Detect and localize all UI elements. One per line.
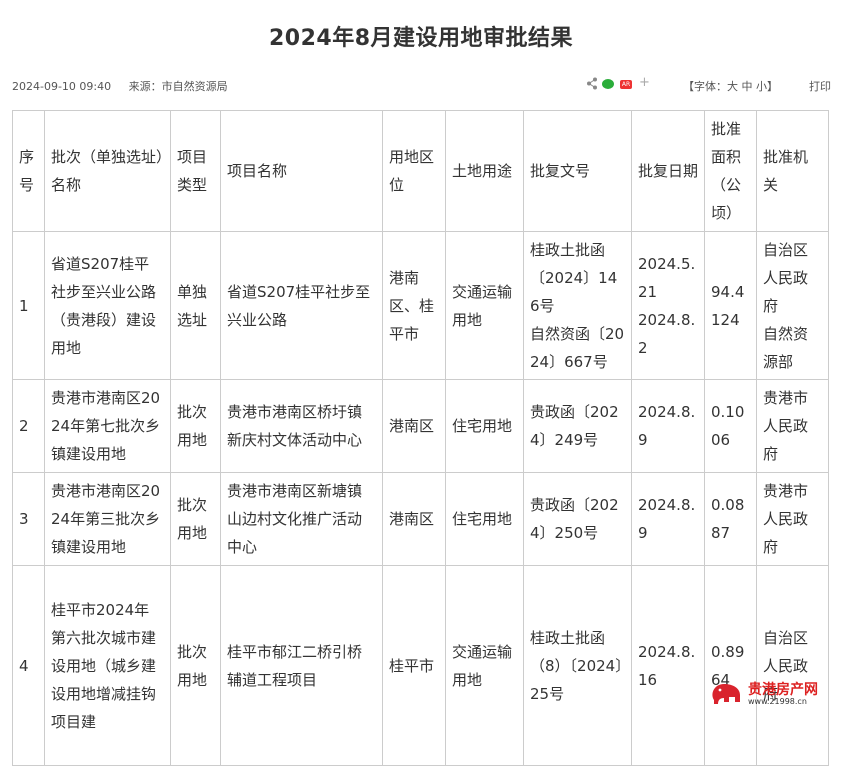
header-cell: 土地用途 [445, 110, 524, 232]
project-type: 批次用地 [170, 565, 221, 766]
elephant-logo-icon [712, 684, 740, 704]
share-icon[interactable] [586, 77, 598, 93]
header-cell: 用地区位 [382, 110, 446, 232]
wechat-share-icon[interactable] [602, 79, 614, 89]
approval-date: 2024.8.9 [631, 472, 705, 566]
header-cell: 批准机关 [756, 110, 829, 232]
batch-name: 桂平市2024年第六批次城市建设用地（城乡建设用地增减挂钩项目建 [44, 565, 171, 766]
land-location: 港南区 [382, 379, 446, 473]
table-row: 3 贵港市港南区2024年第三批次乡镇建设用地 批次用地 贵港市港南区新塘镇山边… [12, 472, 829, 566]
project-name: 贵港市港南区新塘镇山边村文化推广活动中心 [220, 472, 383, 566]
header-cell: 批复文号 [523, 110, 632, 232]
approval-authority: 自治区人民政府 自然资源部 [756, 231, 829, 380]
approved-area: 0.0887 [704, 472, 757, 566]
approval-authority: 贵港市人民政府 [756, 472, 829, 566]
header-cell: 项目类型 [170, 110, 221, 232]
table-row: 4 桂平市2024年第六批次城市建设用地（城乡建设用地增减挂钩项目建 批次用地 … [12, 565, 829, 766]
approved-area: 0.8964 [704, 565, 757, 766]
watermark-brand: 贵港房产网 [748, 682, 818, 698]
project-type: 批次用地 [170, 379, 221, 473]
header-cell: 批复日期 [631, 110, 705, 232]
more-share-icon[interactable]: + [639, 75, 650, 90]
approval-authority: 自治区人民政府 [756, 565, 829, 766]
source-label: 来源：市自然资源局 [128, 80, 228, 93]
land-usage: 住宅用地 [445, 379, 524, 473]
weibo-share-icon[interactable]: AR [620, 80, 632, 89]
approval-authority: 贵港市人民政府 [756, 379, 829, 473]
table-row: 2 贵港市港南区2024年第七批次乡镇建设用地 批次用地 贵港市港南区桥圩镇新庆… [12, 379, 829, 473]
font-size-switch[interactable]: 【字体：大 中 小】 [683, 80, 778, 93]
approval-date: 2024.5.21 2024.8.2 [631, 231, 705, 380]
approval-doc: 贵政函〔2024〕249号 [523, 379, 632, 473]
land-location: 港南区、桂平市 [382, 231, 446, 380]
approval-doc: 贵政函〔2024〕250号 [523, 472, 632, 566]
batch-name: 省道S207桂平社步至兴业公路（贵港段）建设用地 [44, 231, 171, 380]
article-meta: 2024-09-10 09:40 来源：市自然资源局 [12, 78, 242, 94]
land-location: 港南区 [382, 472, 446, 566]
batch-name: 贵港市港南区2024年第七批次乡镇建设用地 [44, 379, 171, 473]
header-cell: 批准面积（公顷） [704, 110, 757, 232]
project-name: 省道S207桂平社步至兴业公路 [220, 231, 383, 380]
row-number: 2 [12, 379, 45, 473]
project-type: 单独选址 [170, 231, 221, 380]
page-title: 2024年8月建设用地审批结果 [268, 26, 574, 51]
header-cell: 批次（单独选址）名称 [44, 110, 171, 232]
approval-doc: 桂政土批函（8）〔2024〕25号 [523, 565, 632, 766]
land-location: 桂平市 [382, 565, 446, 766]
publish-date: 2024-09-10 09:40 [12, 80, 112, 93]
approval-table: 序号 批次（单独选址）名称 项目类型 项目名称 用地区位 土地用途 批复文号 批… [12, 110, 829, 766]
approved-area: 0.1006 [704, 379, 757, 473]
approved-area: 94.4124 [704, 231, 757, 380]
land-usage: 交通运输用地 [445, 231, 524, 380]
row-number: 3 [12, 472, 45, 566]
watermark: 贵港房产网 www.21998.cn [708, 678, 838, 710]
land-usage: 交通运输用地 [445, 565, 524, 766]
table-row: 1 省道S207桂平社步至兴业公路（贵港段）建设用地 单独选址 省道S207桂平… [12, 231, 829, 380]
approval-doc: 桂政土批函〔2024〕146号 自然资函〔2024〕667号 [523, 231, 632, 380]
row-number: 1 [12, 231, 45, 380]
project-name: 桂平市郁江二桥引桥辅道工程项目 [220, 565, 383, 766]
watermark-url: www.21998.cn [748, 697, 807, 706]
print-link[interactable]: 打印 [809, 80, 831, 93]
article-tools: AR + 【字体：大 中 小】 打印 [586, 75, 836, 94]
approval-date: 2024.8.16 [631, 565, 705, 766]
project-name: 贵港市港南区桥圩镇新庆村文体活动中心 [220, 379, 383, 473]
header-cell: 序号 [12, 110, 45, 232]
project-type: 批次用地 [170, 472, 221, 566]
row-number: 4 [12, 565, 45, 766]
batch-name: 贵港市港南区2024年第三批次乡镇建设用地 [44, 472, 171, 566]
land-usage: 住宅用地 [445, 472, 524, 566]
approval-date: 2024.8.9 [631, 379, 705, 473]
header-cell: 项目名称 [220, 110, 383, 232]
table-header-row: 序号 批次（单独选址）名称 项目类型 项目名称 用地区位 土地用途 批复文号 批… [12, 110, 829, 232]
